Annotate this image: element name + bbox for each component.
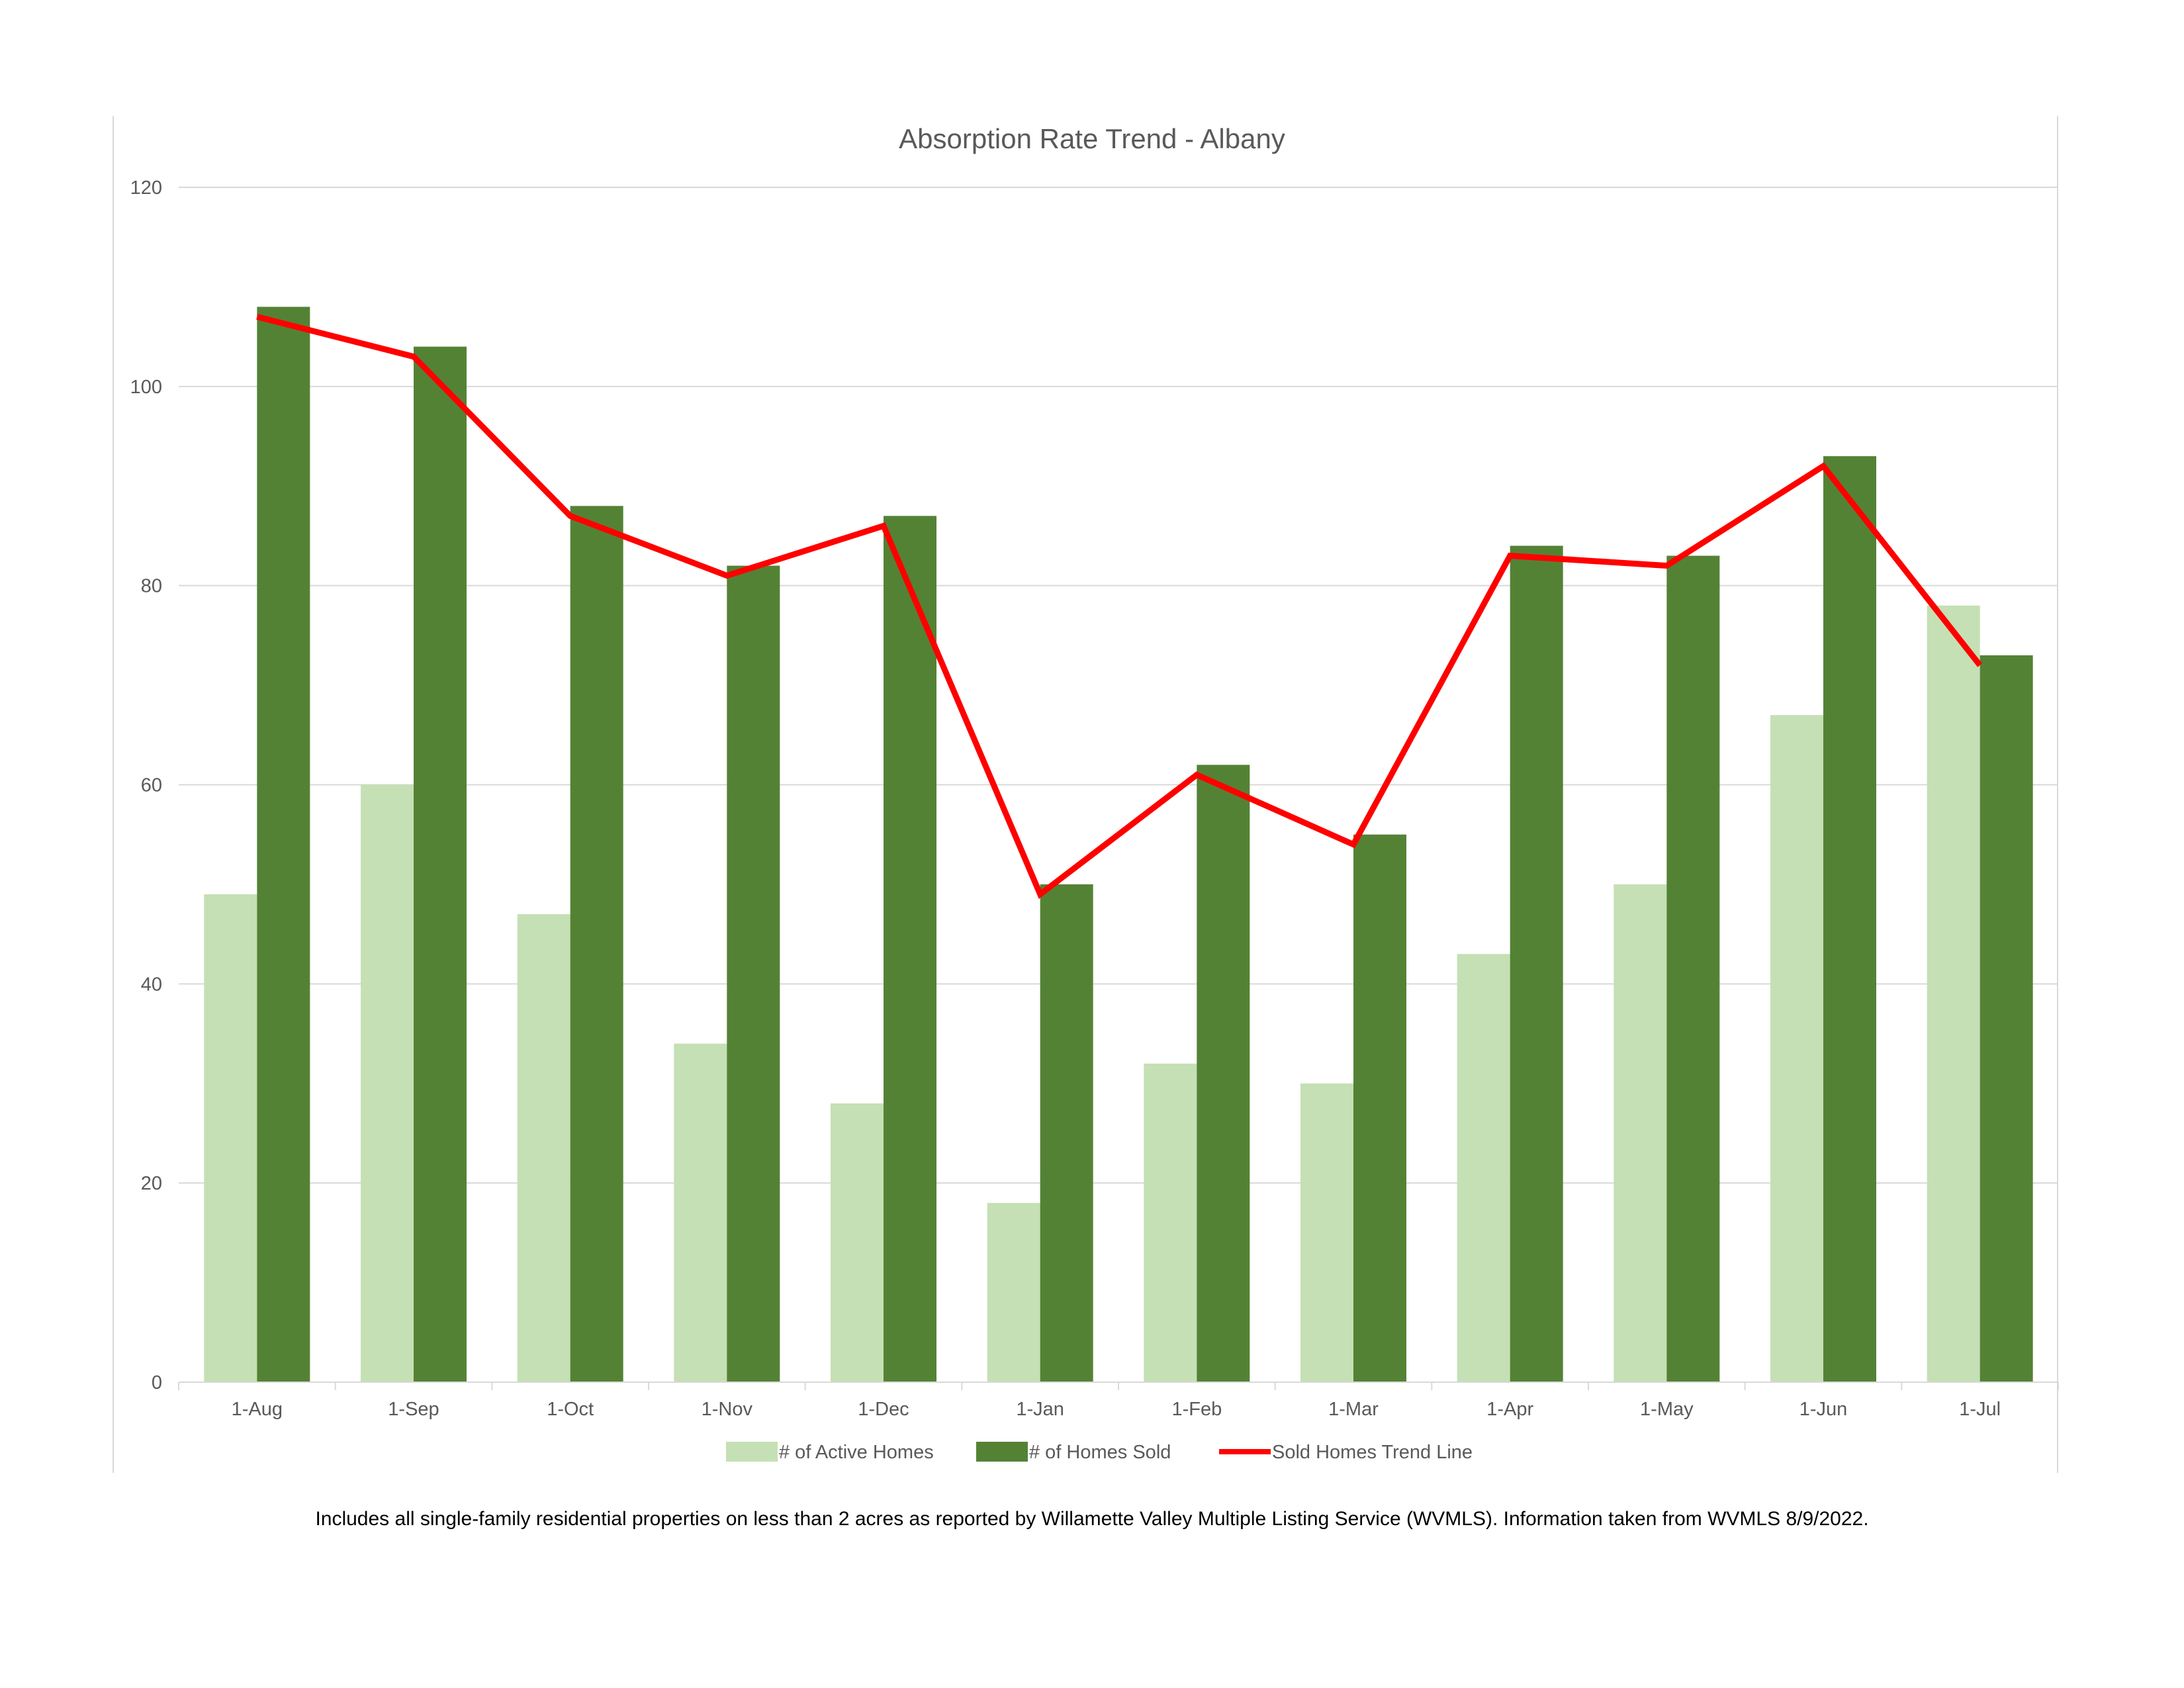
bar-active-homes	[1614, 884, 1667, 1382]
x-tick-label: 1-Feb	[1171, 1399, 1222, 1420]
legend-homes-sold-label: # of Homes Sold	[1029, 1442, 1171, 1463]
y-tick-label: 0	[152, 1372, 162, 1393]
legend-homes-sold-swatch	[976, 1442, 1028, 1462]
legend-active-homes-label: # of Active Homes	[779, 1442, 934, 1463]
trend-line-layer	[256, 314, 1983, 900]
bars	[204, 306, 2033, 1383]
bar-active-homes	[1300, 1083, 1353, 1382]
footnote: Includes all single-family residential p…	[315, 1508, 1869, 1530]
bar-homes-sold	[1197, 765, 1250, 1382]
bar-active-homes	[1770, 715, 1823, 1382]
bar-active-homes	[1457, 954, 1510, 1382]
bar-active-homes	[987, 1203, 1040, 1382]
y-tick-label: 100	[130, 377, 162, 398]
x-tick-label: 1-Jul	[1959, 1399, 2001, 1420]
bar-homes-sold	[1040, 884, 1093, 1382]
x-tick-label: 1-Mar	[1328, 1399, 1379, 1420]
bar-homes-sold	[1823, 456, 1876, 1382]
legend: # of Active Homes # of Homes Sold Sold Hom…	[726, 1442, 1473, 1463]
legend-active-homes-swatch	[726, 1442, 778, 1462]
bar-homes-sold	[414, 346, 467, 1382]
x-tick-label: 1-Sep	[388, 1399, 439, 1420]
x-tick-label: 1-Nov	[702, 1399, 753, 1420]
x-tick-label: 1-May	[1640, 1399, 1694, 1420]
bar-homes-sold	[257, 306, 310, 1382]
y-tick-label: 60	[141, 775, 162, 796]
bar-homes-sold	[727, 565, 780, 1383]
bar-homes-sold	[570, 506, 623, 1383]
x-tick-label: 1-Jan	[1016, 1399, 1064, 1420]
x-tick-label: 1-Oct	[547, 1399, 594, 1420]
bar-active-homes	[1927, 605, 1980, 1382]
chart-frame	[113, 116, 2058, 1473]
bar-homes-sold	[1510, 545, 1563, 1382]
bar-homes-sold	[1979, 655, 2033, 1383]
bar-active-homes	[674, 1043, 727, 1382]
y-tick-label: 20	[141, 1173, 162, 1194]
chart-title: Absorption Rate Trend - Albany	[899, 123, 1285, 154]
bar-active-homes	[204, 894, 257, 1382]
bar-homes-sold	[884, 516, 936, 1382]
axes: 0 20 40 60 80 100 120 1-Aug 1-Sep 1-Oct 1-Nov 1-Dec…	[130, 177, 2059, 1420]
x-tick-label: 1-Dec	[858, 1399, 909, 1420]
bar-homes-sold	[1666, 555, 1720, 1382]
y-tick-label: 80	[141, 576, 162, 597]
gridlines	[179, 187, 2058, 1184]
y-tick-label: 120	[130, 177, 162, 199]
sold-homes-trend-line	[256, 314, 1983, 900]
bar-active-homes	[831, 1103, 884, 1382]
x-tick-label: 1-Jun	[1799, 1399, 1848, 1420]
x-tick-label: 1-Apr	[1486, 1399, 1533, 1420]
bar-homes-sold	[1353, 834, 1406, 1382]
legend-trend-line-label: Sold Homes Trend Line	[1272, 1442, 1473, 1463]
x-tick-label: 1-Aug	[232, 1399, 283, 1420]
y-tick-label: 40	[141, 974, 162, 995]
bar-active-homes	[517, 914, 570, 1382]
bar-active-homes	[361, 784, 414, 1382]
bar-active-homes	[1144, 1063, 1197, 1382]
